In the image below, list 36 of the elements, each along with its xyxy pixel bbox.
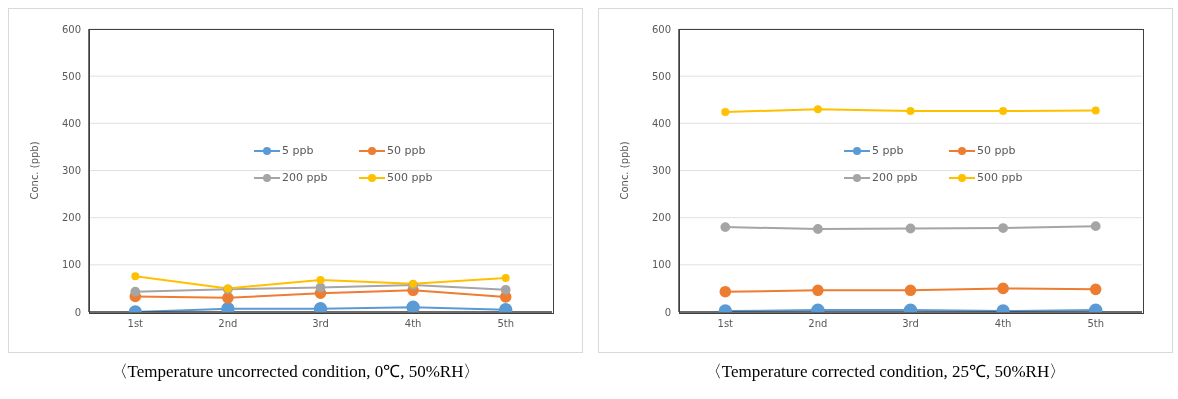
y-tick-label: 0: [664, 306, 671, 318]
y-tick-label: 400: [61, 117, 81, 129]
x-tick-label: 2nd: [218, 318, 238, 330]
y-tick-label: 0: [74, 306, 81, 318]
legend-label: 50 ppb: [977, 144, 1016, 157]
y-tick-label: 100: [61, 259, 81, 271]
x-tick-label: 3rd: [312, 318, 329, 330]
x-tick-label: 4th: [404, 318, 422, 330]
x-tick-label: 5th: [1087, 318, 1105, 330]
legend-label: 200 ppb: [282, 171, 328, 184]
x-tick-label: 1st: [717, 318, 734, 330]
y-tick-label: 500: [61, 70, 81, 82]
y-tick-label: 300: [651, 165, 671, 177]
y-tick-label: 500: [651, 70, 671, 82]
y-tick-label: 200: [61, 212, 81, 224]
y-tick-label: 300: [61, 165, 81, 177]
x-tick-label: 3rd: [902, 318, 919, 330]
legend-label: 5 ppb: [282, 144, 314, 157]
y-tick-label: 100: [651, 259, 671, 271]
x-tick-label: 2nd: [808, 318, 828, 330]
y-tick-label: 400: [651, 117, 671, 129]
text: 〈Temperature uncorrected condition, 0℃, 50%RH〉: [109, 361, 482, 383]
legend-label: 500 ppb: [977, 171, 1023, 184]
legend-label: 5 ppb: [872, 144, 904, 157]
y-axis-title: Conc. (ppb): [28, 141, 40, 200]
text: 〈Temperature corrected condition, 25℃, 50%RH〉: [703, 361, 1068, 383]
x-tick-label: 5th: [497, 318, 515, 330]
x-tick-label: 4th: [994, 318, 1012, 330]
y-tick-label: 600: [651, 23, 671, 35]
y-tick-label: 200: [651, 212, 671, 224]
legend-label: 200 ppb: [872, 171, 918, 184]
y-axis-title: Conc. (ppb): [618, 141, 630, 200]
y-tick-label: 600: [61, 23, 81, 35]
legend-label: 500 ppb: [387, 171, 433, 184]
x-tick-label: 1st: [127, 318, 144, 330]
legend-label: 50 ppb: [387, 144, 426, 157]
